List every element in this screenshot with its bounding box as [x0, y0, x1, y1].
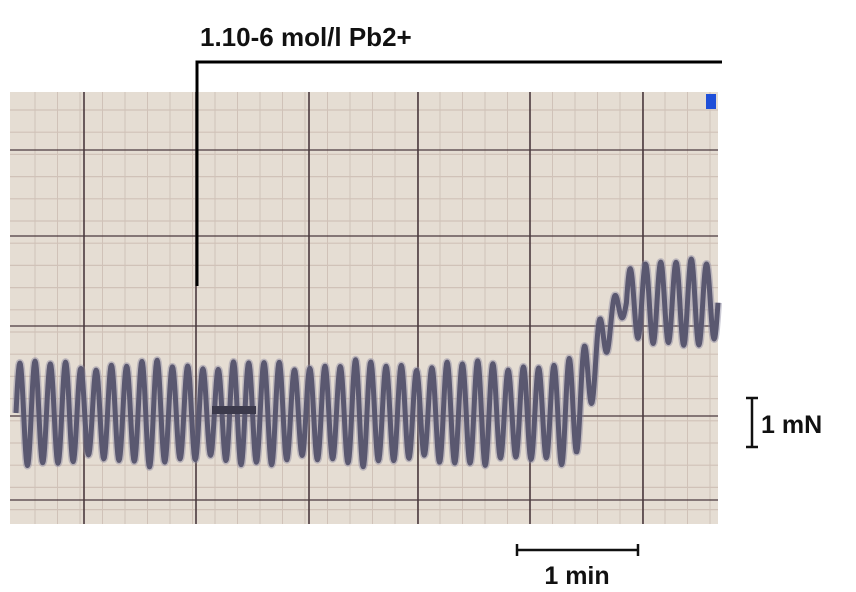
time-scale-label: 1 min [544, 562, 609, 590]
force-scale-label: 1 mN [761, 411, 822, 439]
ink-smudge [212, 406, 256, 414]
force-scale-bar: 1 mN [746, 396, 822, 449]
time-scale-bar: 1 min [515, 544, 640, 590]
force-trace [13, 256, 721, 470]
annotation-line [195, 60, 722, 286]
recorder-marker [706, 94, 716, 109]
annotation-label: 1.10-6 mol/l Pb2+ [200, 22, 412, 52]
